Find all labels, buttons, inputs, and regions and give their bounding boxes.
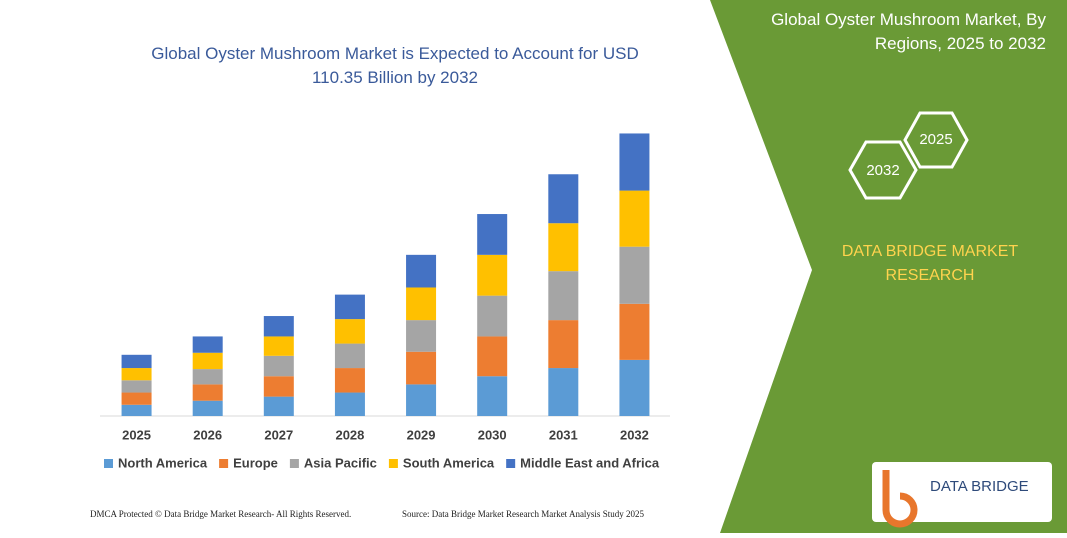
bar-segment (619, 190, 650, 247)
hex-label: 2025 (919, 131, 952, 148)
x-tick-label: 2030 (478, 427, 507, 442)
bar-segment (406, 254, 437, 288)
bar-segment (263, 336, 294, 356)
bar-segment (406, 384, 437, 416)
bar-segment (192, 369, 223, 385)
hex-label: 2032 (866, 162, 899, 179)
footer-right: Source: Data Bridge Market Research Mark… (402, 509, 644, 519)
bar-segment (263, 355, 294, 377)
bar-segment (334, 294, 365, 320)
footer-left: DMCA Protected © Data Bridge Market Rese… (90, 509, 351, 519)
bar-segment (121, 368, 152, 381)
brand-box: DATA BRIDGE MARKET RESEARCH (841, 243, 1019, 284)
legend-label: South America (403, 455, 495, 470)
chart-title: Global Oyster Mushroom Market is Expecte… (151, 44, 639, 87)
x-tick-label: 2032 (620, 427, 649, 442)
chart-title-box: Global Oyster Mushroom Market is Expecte… (151, 44, 639, 87)
legend-swatch (388, 459, 398, 468)
bar-segment (192, 336, 223, 353)
bar-segment (406, 320, 437, 352)
legend-label: Middle East and Africa (520, 455, 660, 470)
bar-segment (121, 392, 152, 405)
x-tick-label: 2025 (122, 427, 151, 442)
x-tick-label: 2031 (549, 427, 578, 442)
bar-segment (121, 354, 152, 369)
logo-text: DATA BRIDGE (930, 478, 1029, 495)
hexagon (903, 111, 969, 169)
bar-segment (192, 352, 223, 370)
panel-title: Global Oyster Mushroom Market, By Region… (771, 10, 1046, 53)
bar-segment (334, 368, 365, 393)
bar-segment (619, 246, 650, 304)
bar-segment (619, 359, 650, 416)
hexagon (848, 140, 918, 200)
legend-swatch (219, 459, 229, 468)
bar-segment (477, 214, 508, 255)
bar-segment (619, 133, 650, 191)
green-panel (710, 0, 1067, 533)
bar-segment (192, 384, 223, 401)
legend-label: Asia Pacific (304, 455, 377, 470)
bar-segment (477, 376, 508, 416)
legend-swatch (104, 459, 113, 468)
bar-segment (477, 254, 508, 296)
legend-swatch (506, 459, 516, 468)
bar-segment (548, 271, 579, 321)
bar-segment (548, 174, 579, 224)
logo-icon (882, 470, 918, 528)
x-tick-label: 2026 (193, 427, 222, 442)
bar-segment (334, 392, 365, 416)
bar-segment (263, 376, 294, 397)
bar-segment (477, 336, 508, 377)
bar-segment (334, 343, 365, 369)
bar-segment (263, 396, 294, 416)
bar-segment (334, 319, 365, 344)
legend-label: Europe (233, 455, 278, 470)
bar-segment (548, 320, 579, 369)
bar-segment (121, 380, 152, 393)
bar-segment (619, 303, 650, 360)
brand: DATA BRIDGE MARKET RESEARCH (841, 243, 1019, 284)
panel-title-box: Global Oyster Mushroom Market, By Region… (771, 10, 1046, 53)
bar-segment (477, 295, 508, 337)
x-tick-label: 2027 (264, 427, 293, 442)
bar-segment (548, 368, 579, 416)
bar-segment (406, 287, 437, 321)
x-tick-label: 2028 (335, 427, 364, 442)
bar-segment (548, 223, 579, 272)
legend-label: North America (118, 455, 208, 470)
bar-segment (192, 400, 223, 416)
bar-segment (263, 316, 294, 337)
legend-swatch (289, 459, 299, 468)
x-tick-label: 2029 (407, 427, 436, 442)
bar-segment (406, 351, 437, 385)
bar-segment (121, 404, 152, 416)
